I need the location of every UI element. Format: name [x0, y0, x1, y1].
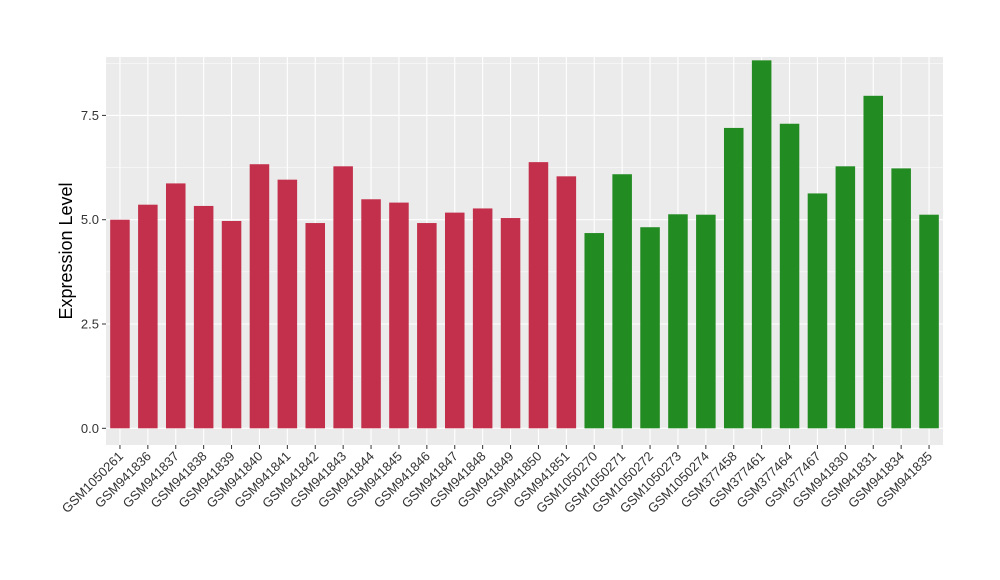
y-tick-label: 5.0 — [81, 212, 99, 227]
bar-GSM1050261 — [110, 219, 130, 429]
x-axis: GSM1050261GSM941836GSM941837GSM941838GSM… — [59, 445, 935, 516]
bar-GSM1050271 — [612, 174, 632, 429]
bar-GSM1050274 — [696, 214, 716, 429]
bar-GSM941838 — [193, 205, 214, 429]
bar-GSM941831 — [863, 95, 884, 429]
bar-GSM1050270 — [584, 233, 605, 429]
bar-GSM941830 — [835, 166, 856, 429]
bar-GSM941850 — [528, 162, 549, 429]
bar-GSM941834 — [891, 168, 911, 429]
y-axis: 0.0 2.5 5.0 7.5 — [81, 108, 106, 436]
bar-GSM941844 — [361, 199, 381, 429]
y-tick-label: 0.0 — [81, 421, 99, 436]
bar-GSM377458 — [723, 127, 744, 429]
bar-GSM377467 — [807, 193, 828, 429]
plot-panel — [106, 57, 943, 445]
y-tick-label: 2.5 — [81, 317, 99, 332]
bar-GSM941836 — [138, 204, 158, 429]
bar-GSM941845 — [389, 202, 409, 429]
bar-GSM941847 — [444, 212, 465, 429]
bar-GSM941841 — [277, 179, 298, 429]
bar-GSM941843 — [333, 166, 353, 429]
bar-GSM377464 — [779, 123, 800, 429]
bar-GSM941849 — [500, 218, 521, 429]
bar-GSM941851 — [556, 176, 577, 429]
bar-GSM941835 — [919, 214, 939, 429]
bar-GSM941842 — [305, 223, 326, 429]
y-tick-label: 7.5 — [81, 108, 99, 123]
bar-GSM377461 — [751, 60, 772, 429]
bar-GSM941846 — [417, 223, 437, 429]
bars — [110, 60, 939, 429]
bar-GSM1050272 — [640, 227, 660, 429]
bar-GSM941839 — [221, 220, 242, 429]
bar-GSM941840 — [249, 164, 270, 429]
bar-GSM1050273 — [668, 214, 688, 429]
y-axis-title: Expression Level — [56, 182, 76, 319]
bar-GSM941848 — [472, 208, 493, 429]
bar-GSM941837 — [165, 183, 186, 429]
